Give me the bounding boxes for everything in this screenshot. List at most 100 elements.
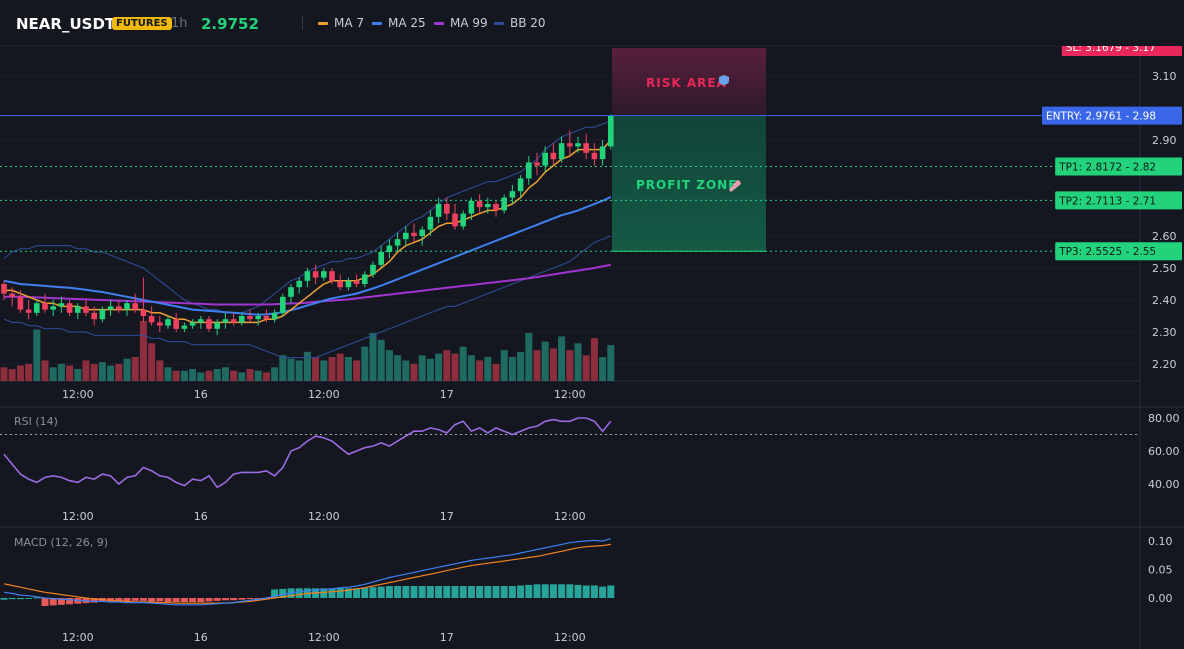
macd-histogram-bar bbox=[385, 586, 393, 598]
macd-title: MACD (12, 26, 9) bbox=[14, 536, 108, 549]
volume-bar bbox=[197, 372, 205, 381]
candle-body bbox=[222, 319, 229, 323]
legend-ma25[interactable]: MA 25 bbox=[372, 16, 426, 30]
legend-label: BB 20 bbox=[510, 16, 546, 30]
legend-swatch bbox=[494, 21, 504, 25]
macd-histogram-bar bbox=[410, 586, 418, 598]
macd-histogram-bar bbox=[123, 598, 131, 602]
volume-bar bbox=[549, 348, 557, 381]
macd-histogram-bar bbox=[0, 598, 8, 600]
candle-body bbox=[591, 152, 598, 160]
macd-histogram-bar bbox=[394, 586, 402, 598]
time-tick-label: 17 bbox=[440, 388, 454, 401]
candle-body bbox=[157, 322, 163, 326]
risk-area-label: RISK AREA bbox=[646, 76, 727, 90]
volume-bar bbox=[541, 341, 549, 381]
macd-tick-label: 0.10 bbox=[1148, 535, 1173, 548]
volume-bar bbox=[476, 360, 484, 381]
time-tick-label: 12:00 bbox=[308, 631, 340, 644]
macd-histogram-bar bbox=[353, 588, 361, 598]
volume-bar bbox=[303, 351, 311, 381]
volume-bar bbox=[525, 333, 533, 381]
macd-histogram-bar bbox=[164, 598, 172, 602]
candle-body bbox=[337, 280, 343, 288]
candle-body bbox=[419, 229, 425, 236]
candle-body bbox=[321, 271, 327, 278]
volume-bar bbox=[115, 363, 123, 381]
macd-histogram-bar bbox=[271, 589, 279, 598]
macd-tick-label: 0.00 bbox=[1148, 592, 1173, 605]
macd-histogram-bar bbox=[25, 598, 33, 599]
macd-histogram-bar bbox=[213, 598, 221, 601]
candle-body bbox=[263, 316, 270, 320]
volume-bar bbox=[189, 369, 197, 381]
candle-body bbox=[452, 213, 458, 227]
candle-body bbox=[206, 319, 212, 329]
macd-histogram-bar bbox=[279, 588, 287, 598]
legend-bb20[interactable]: BB 20 bbox=[494, 16, 546, 30]
candle-body bbox=[148, 316, 155, 323]
price-axis: 3.10 2.90 2.60 2.50 2.40 2.30 2.20 12:00 16 12:00… bbox=[62, 70, 1177, 644]
candle-body bbox=[575, 143, 581, 147]
level-label-bg-tp2 bbox=[1055, 191, 1182, 210]
candle-body bbox=[230, 319, 237, 323]
macd-histogram-bar bbox=[336, 587, 344, 598]
symbol-name[interactable]: NEAR_USDT bbox=[16, 15, 116, 33]
candle-body bbox=[99, 309, 106, 320]
candle-body bbox=[583, 143, 589, 153]
macd-histogram-bar bbox=[16, 598, 24, 600]
candle-body bbox=[427, 216, 434, 230]
time-tick-label: 16 bbox=[194, 631, 208, 644]
volume-bar bbox=[8, 369, 16, 381]
volume-bar bbox=[558, 336, 566, 381]
candlesticks bbox=[1, 114, 614, 336]
price-tick-label: 2.30 bbox=[1152, 326, 1177, 339]
volume-bar bbox=[271, 367, 279, 381]
time-tick-label: 17 bbox=[440, 631, 454, 644]
candle-body bbox=[239, 316, 245, 323]
timeframe-label[interactable]: 1h bbox=[171, 16, 188, 31]
price-tick-label: 2.40 bbox=[1152, 294, 1177, 307]
candle-body bbox=[140, 309, 147, 316]
rsi-pane: RSI (14) 80.00 60.00 40.00 bbox=[0, 412, 1180, 491]
candle-body bbox=[116, 306, 122, 310]
time-tick-label: 12:00 bbox=[62, 510, 94, 523]
risk-area bbox=[612, 48, 766, 116]
rsi-tick-label: 80.00 bbox=[1148, 412, 1180, 425]
legend-swatch bbox=[318, 21, 328, 25]
macd-histogram-bar bbox=[115, 598, 123, 602]
chart-header: NEAR_USDT FUTURES 1h 2.9752 MA 7 MA 25 M… bbox=[0, 0, 1184, 46]
price-tick-label: 3.10 bbox=[1152, 70, 1177, 83]
volume-bar bbox=[262, 372, 270, 381]
futures-badge: FUTURES bbox=[112, 17, 172, 30]
candle-body bbox=[370, 264, 376, 275]
candle-body bbox=[50, 306, 56, 310]
macd-histogram-bar bbox=[484, 586, 492, 598]
macd-histogram-bar bbox=[148, 598, 156, 602]
candle-body bbox=[42, 303, 48, 310]
last-price: 2.9752 bbox=[201, 15, 259, 33]
volume-bar bbox=[451, 353, 459, 381]
time-tick-label: 16 bbox=[194, 510, 208, 523]
time-tick-label: 12:00 bbox=[62, 631, 94, 644]
volume-bar bbox=[213, 369, 221, 381]
macd-histogram-bar bbox=[492, 586, 500, 598]
legend-swatch bbox=[434, 21, 444, 25]
legend-ma99[interactable]: MA 99 bbox=[434, 16, 488, 30]
volume-bar bbox=[41, 360, 49, 381]
candle-body bbox=[165, 319, 171, 326]
macd-histogram-bar bbox=[328, 588, 336, 598]
candle-body bbox=[485, 204, 491, 208]
volume-bar bbox=[385, 350, 393, 381]
macd-histogram-bar bbox=[238, 598, 246, 600]
volume-bar bbox=[279, 355, 287, 381]
legend-ma7[interactable]: MA 7 bbox=[318, 16, 364, 30]
volume-bar bbox=[484, 357, 492, 381]
volume-bar bbox=[205, 370, 213, 381]
candle-body bbox=[75, 306, 81, 313]
volume-bar bbox=[361, 346, 369, 381]
macd-histogram-bar bbox=[599, 586, 607, 598]
macd-histogram-bar bbox=[361, 587, 369, 598]
indicator-lines bbox=[3, 120, 612, 359]
